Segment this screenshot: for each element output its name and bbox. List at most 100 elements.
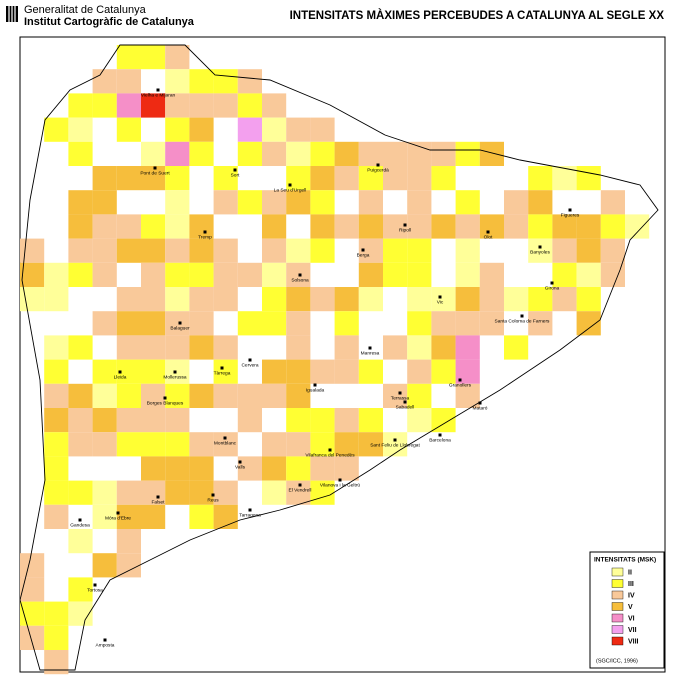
intensity-cell <box>407 190 432 215</box>
intensity-cell <box>44 117 69 142</box>
town-dot <box>116 511 120 515</box>
town-label: Montblanc <box>214 440 237 446</box>
town-dot <box>313 383 317 387</box>
town-dot <box>203 230 207 234</box>
town-label: Reus <box>207 497 219 503</box>
intensity-cell <box>625 214 650 239</box>
intensity-grid <box>19 44 659 675</box>
town-dot <box>438 433 442 437</box>
intensity-cell <box>528 311 553 336</box>
town-label: Solsona <box>291 277 309 283</box>
town-dot <box>438 295 442 299</box>
intensity-cell <box>262 214 287 239</box>
intensity-cell <box>383 141 408 166</box>
intensity-cell <box>92 383 117 408</box>
intensity-cell <box>383 432 408 457</box>
legend-swatch <box>611 579 624 588</box>
intensity-cell <box>189 480 214 505</box>
intensity-cell <box>286 262 311 287</box>
intensity-cell <box>116 69 141 94</box>
coastline <box>19 44 659 671</box>
intensity-cell <box>141 166 166 191</box>
town-label: Amposta <box>96 642 115 648</box>
town-dot <box>156 495 160 499</box>
legend-label: V <box>628 604 633 611</box>
legend-label: VIII <box>628 638 639 645</box>
intensity-cell <box>116 383 141 408</box>
intensity-cell <box>310 287 335 312</box>
intensity-cell <box>92 359 117 384</box>
town-label: Vilanova i la Geltrú <box>320 482 361 488</box>
intensity-cell <box>455 238 480 263</box>
intensity-cell <box>576 287 601 312</box>
intensity-cell <box>68 262 93 287</box>
intensity-cell <box>552 214 577 239</box>
intensity-cell <box>237 262 262 287</box>
town-dot <box>338 478 342 482</box>
town-label: Manresa <box>361 350 380 356</box>
intensity-cell <box>552 238 577 263</box>
legend-swatch <box>611 625 624 634</box>
legend-label: VI <box>628 615 635 622</box>
intensity-cell <box>189 69 214 94</box>
intensity-cell <box>189 456 214 481</box>
intensity-cell <box>165 166 190 191</box>
intensity-cell <box>141 359 166 384</box>
intensity-cell <box>455 287 480 312</box>
intensity-cell <box>44 480 69 505</box>
town-dot <box>520 314 524 318</box>
intensity-cell <box>20 577 45 602</box>
intensity-cell <box>310 166 335 191</box>
intensity-cell <box>383 214 408 239</box>
intensity-cell <box>44 408 69 433</box>
intensity-cell <box>358 166 383 191</box>
intensity-cell <box>310 141 335 166</box>
intensity-cell <box>165 190 190 215</box>
intensity-cell <box>455 214 480 239</box>
town-label: Vic <box>437 299 444 305</box>
town-label: Tàrrega <box>214 370 231 376</box>
intensity-cell <box>116 408 141 433</box>
intensity-cell <box>407 214 432 239</box>
intensity-cell <box>92 504 117 529</box>
intensity-cell <box>116 335 141 360</box>
intensity-cell <box>310 238 335 263</box>
town-dot <box>376 163 380 167</box>
intensity-cell <box>116 553 141 578</box>
town-dot <box>163 396 167 400</box>
intensity-cell <box>44 335 69 360</box>
intensity-cell <box>141 456 166 481</box>
intensity-cell <box>92 166 117 191</box>
intensity-cell <box>141 480 166 505</box>
intensity-cell <box>213 480 238 505</box>
town-label: Berga <box>357 252 370 258</box>
town-dot <box>568 208 572 212</box>
intensity-cell <box>576 238 601 263</box>
intensity-cell <box>213 93 238 118</box>
intensity-cell <box>213 238 238 263</box>
intensity-cell <box>44 601 69 626</box>
intensity-cell <box>528 238 553 263</box>
intensity-cell <box>262 262 287 287</box>
intensity-cell <box>116 432 141 457</box>
intensity-cell <box>116 45 141 70</box>
intensity-cell <box>44 262 69 287</box>
legend-box <box>589 551 665 669</box>
town-dot <box>211 493 215 497</box>
town-label: Mollerussa <box>163 374 187 380</box>
town-dot <box>478 401 482 405</box>
town-label: Móra d'Ebre <box>105 515 131 521</box>
intensity-cell <box>141 93 166 118</box>
intensity-cell <box>213 335 238 360</box>
intensity-cell <box>44 650 69 675</box>
intensity-cell <box>528 166 553 191</box>
town-dot <box>220 366 224 370</box>
intensity-cell <box>576 166 601 191</box>
intensity-cell <box>189 504 214 529</box>
intensity-cell <box>116 166 141 191</box>
town-label: Igualada <box>306 387 325 393</box>
intensity-cell <box>165 335 190 360</box>
town-dot <box>288 183 292 187</box>
intensity-cell <box>189 262 214 287</box>
legend-label: III <box>628 581 634 588</box>
